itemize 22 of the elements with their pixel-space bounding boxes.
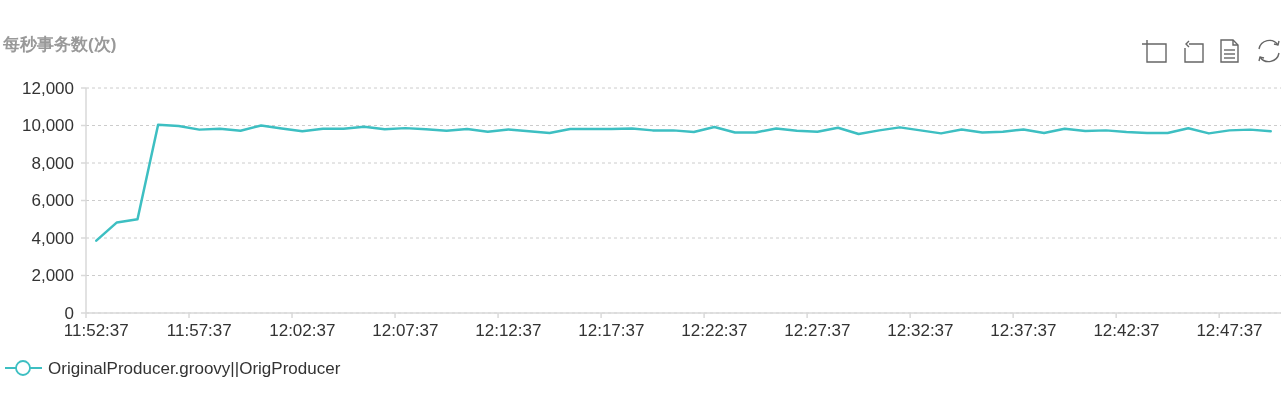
y-tick-label: 2,000 — [31, 266, 74, 285]
y-tick-label: 10,000 — [22, 116, 74, 135]
legend-label: OriginalProducer.groovy||OrigProducer — [48, 358, 341, 378]
x-tick-label: 12:47:37 — [1196, 320, 1263, 340]
x-tick-label: 12:22:37 — [681, 320, 748, 340]
x-tick-label: 12:42:37 — [1093, 320, 1160, 340]
x-tick-label: 12:07:37 — [372, 320, 439, 340]
x-tick-label: 12:37:37 — [990, 320, 1057, 340]
y-tick-label: 6,000 — [31, 191, 74, 210]
x-tick-label: 12:32:37 — [887, 320, 954, 340]
x-tick-label: 11:57:37 — [166, 320, 232, 340]
y-tick-label: 4,000 — [31, 228, 74, 248]
x-tick-label: 12:02:37 — [269, 320, 336, 340]
y-tick-label: 8,000 — [31, 153, 74, 173]
line-series — [95, 123, 1272, 242]
y-axis-title: 每秒事务数(次) — [2, 34, 117, 54]
y-tick-label: 0 — [64, 303, 74, 323]
x-tick-label: 11:52:37 — [63, 320, 129, 340]
x-tick-label: 12:17:37 — [578, 320, 645, 340]
x-tick-label: 12:27:37 — [784, 320, 851, 340]
x-tick-label: 12:12:37 — [475, 320, 542, 340]
y-tick-label: 12,000 — [22, 78, 74, 98]
